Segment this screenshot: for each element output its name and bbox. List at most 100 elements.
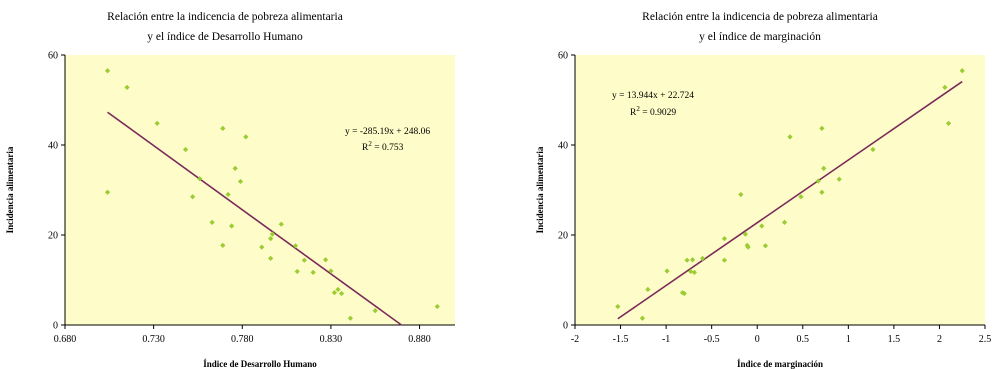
data-point-23 xyxy=(815,178,821,184)
y-tick-label: 60 xyxy=(48,51,58,62)
data-point-24 xyxy=(310,269,316,275)
data-point-10 xyxy=(691,269,697,275)
data-point-4 xyxy=(154,120,160,126)
r-squared-label: R2 = 0.9029 xyxy=(630,105,676,118)
data-point-17 xyxy=(268,236,274,242)
data-point-12 xyxy=(721,257,728,263)
data-point-5 xyxy=(679,290,686,296)
data-point-13 xyxy=(232,165,238,171)
data-point-13 xyxy=(721,236,728,242)
data-point-21 xyxy=(292,243,299,249)
data-point-20 xyxy=(278,221,284,227)
chart-1: Relación entre la indicencia de pobreza … xyxy=(5,11,455,369)
data-point-7 xyxy=(684,257,690,263)
data-point-24 xyxy=(819,189,825,195)
data-point-32 xyxy=(434,303,440,310)
data-point-19 xyxy=(762,243,769,249)
data-point-17 xyxy=(745,244,751,250)
x-tick-label: -1 xyxy=(662,334,670,345)
x-axis-label: Índice de Desarrollo Humano xyxy=(203,359,317,369)
data-point-6 xyxy=(681,290,687,297)
data-point-28 xyxy=(335,286,341,293)
data-point-30 xyxy=(347,315,354,321)
data-point-20 xyxy=(781,219,788,225)
chart-title-line-1: Relación entre la indicencia de pobreza … xyxy=(642,11,878,23)
data-point-27 xyxy=(836,176,842,182)
x-tick-label: 0.780 xyxy=(231,334,254,345)
r-squared-label: R2 = 0.753 xyxy=(362,140,404,153)
x-tick-label: 1.5 xyxy=(888,334,901,345)
data-point-25 xyxy=(819,125,825,131)
data-point-18 xyxy=(269,231,276,237)
data-point-9 xyxy=(220,125,226,131)
data-point-21 xyxy=(787,134,793,140)
data-point-11 xyxy=(699,255,706,261)
x-tick-label: 0.5 xyxy=(797,334,810,345)
data-point-25 xyxy=(322,257,329,263)
data-point-4 xyxy=(664,268,670,274)
data-point-3 xyxy=(645,286,651,293)
data-point-5 xyxy=(182,146,189,153)
x-tick-label: 0 xyxy=(755,334,760,345)
y-axis-label: Incidencia alimentaria xyxy=(535,146,545,233)
data-point-30 xyxy=(945,120,952,126)
data-point-15 xyxy=(243,134,249,140)
trendline xyxy=(617,80,963,320)
data-point-3 xyxy=(124,84,130,90)
data-point-22 xyxy=(798,194,804,200)
y-tick-label: 20 xyxy=(48,231,58,242)
y-tick-label: 60 xyxy=(558,51,568,62)
chart-title-line-1: Relación entre la indicencia de pobreza … xyxy=(107,11,343,23)
data-point-9 xyxy=(689,257,696,263)
data-point-27 xyxy=(331,290,338,296)
data-point-26 xyxy=(328,268,334,274)
regression-equation: y = 13.944x + 22.724 xyxy=(612,91,694,101)
y-tick-label: 20 xyxy=(558,231,568,242)
data-point-16 xyxy=(259,244,265,250)
data-point-12 xyxy=(229,223,235,229)
plot-area xyxy=(65,55,455,325)
x-tick-label: 2 xyxy=(937,334,942,345)
trendline xyxy=(107,111,403,326)
data-point-10 xyxy=(220,242,226,248)
data-point-23 xyxy=(301,257,307,263)
y-tick-label: 0 xyxy=(563,321,568,332)
data-point-18 xyxy=(759,223,765,229)
data-point-1 xyxy=(615,303,621,310)
x-axis-label: Índice de marginación xyxy=(737,359,823,369)
data-point-6 xyxy=(190,194,196,200)
x-tick-label: -2 xyxy=(571,334,579,345)
chart-title-line-2: y el índice de marginación xyxy=(699,31,821,43)
x-tick-label: 0.880 xyxy=(408,334,431,345)
data-point-2 xyxy=(639,315,646,321)
y-tick-label: 40 xyxy=(558,141,568,152)
data-point-15 xyxy=(742,231,748,237)
y-tick-label: 0 xyxy=(53,321,58,332)
chart-2: Relación entre la indicencia de pobreza … xyxy=(535,11,991,369)
x-tick-label: 2.5 xyxy=(979,334,992,345)
regression-equation: y = -285.19x + 248.06 xyxy=(345,127,430,137)
x-tick-label: 0.830 xyxy=(320,334,343,345)
data-point-31 xyxy=(372,308,378,314)
data-point-2 xyxy=(104,189,111,195)
y-tick-label: 40 xyxy=(48,141,58,152)
data-point-8 xyxy=(688,268,694,275)
y-axis-label: Incidencia alimentaria xyxy=(5,146,15,233)
data-point-29 xyxy=(338,290,345,297)
chart-title-line-2: y el índice de Desarrollo Humano xyxy=(147,31,303,43)
data-point-22 xyxy=(294,268,300,275)
data-point-7 xyxy=(197,176,203,182)
data-point-31 xyxy=(959,68,965,74)
data-point-19 xyxy=(268,255,274,261)
plot-area xyxy=(575,55,985,325)
data-point-28 xyxy=(870,146,876,153)
x-tick-label: -0.5 xyxy=(704,334,720,345)
x-tick-label: 0.730 xyxy=(142,334,165,345)
data-point-1 xyxy=(104,68,111,74)
x-tick-label: -1.5 xyxy=(613,334,629,345)
data-point-14 xyxy=(237,178,244,185)
x-tick-label: 0.680 xyxy=(54,334,77,345)
data-point-29 xyxy=(942,84,948,90)
data-point-8 xyxy=(209,219,215,225)
